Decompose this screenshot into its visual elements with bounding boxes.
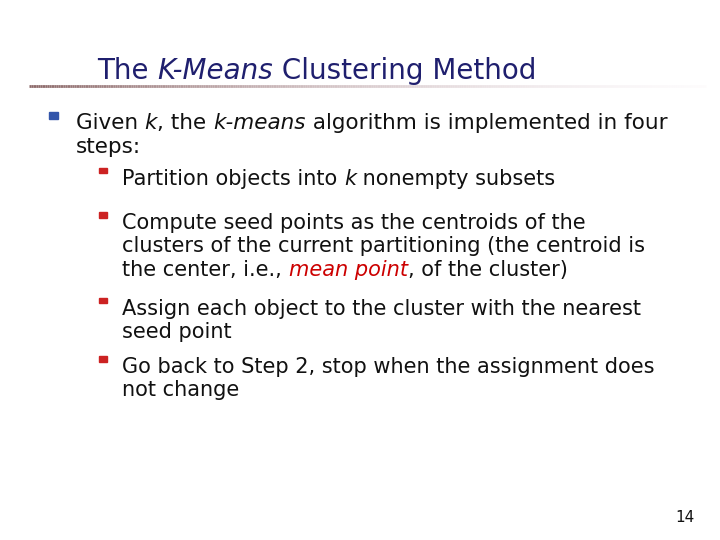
Text: seed point: seed point bbox=[122, 322, 232, 342]
Text: Assign each object to the cluster with the nearest: Assign each object to the cluster with t… bbox=[122, 299, 642, 319]
Text: Compute seed points as the centroids of the: Compute seed points as the centroids of … bbox=[122, 213, 586, 233]
Text: , the: , the bbox=[157, 113, 213, 133]
Text: K-Means: K-Means bbox=[158, 57, 274, 85]
Text: The: The bbox=[97, 57, 158, 85]
Text: steps:: steps: bbox=[76, 137, 140, 157]
Text: mean point: mean point bbox=[289, 260, 408, 280]
Text: k: k bbox=[344, 169, 356, 189]
Text: Clustering Method: Clustering Method bbox=[274, 57, 536, 85]
Text: 14: 14 bbox=[675, 510, 695, 525]
Text: nonempty subsets: nonempty subsets bbox=[356, 169, 556, 189]
Text: Go back to Step 2, stop when the assignment does: Go back to Step 2, stop when the assignm… bbox=[122, 357, 655, 377]
Text: Partition objects into: Partition objects into bbox=[122, 169, 344, 189]
Text: algorithm is implemented in four: algorithm is implemented in four bbox=[305, 113, 667, 133]
Text: clusters of the current partitioning (the centroid is: clusters of the current partitioning (th… bbox=[122, 237, 645, 256]
Text: the center, i.e.,: the center, i.e., bbox=[122, 260, 289, 280]
Text: k: k bbox=[145, 113, 157, 133]
Text: k-means: k-means bbox=[213, 113, 305, 133]
Text: Given: Given bbox=[76, 113, 145, 133]
Text: , of the cluster): , of the cluster) bbox=[408, 260, 567, 280]
Text: not change: not change bbox=[122, 380, 240, 401]
